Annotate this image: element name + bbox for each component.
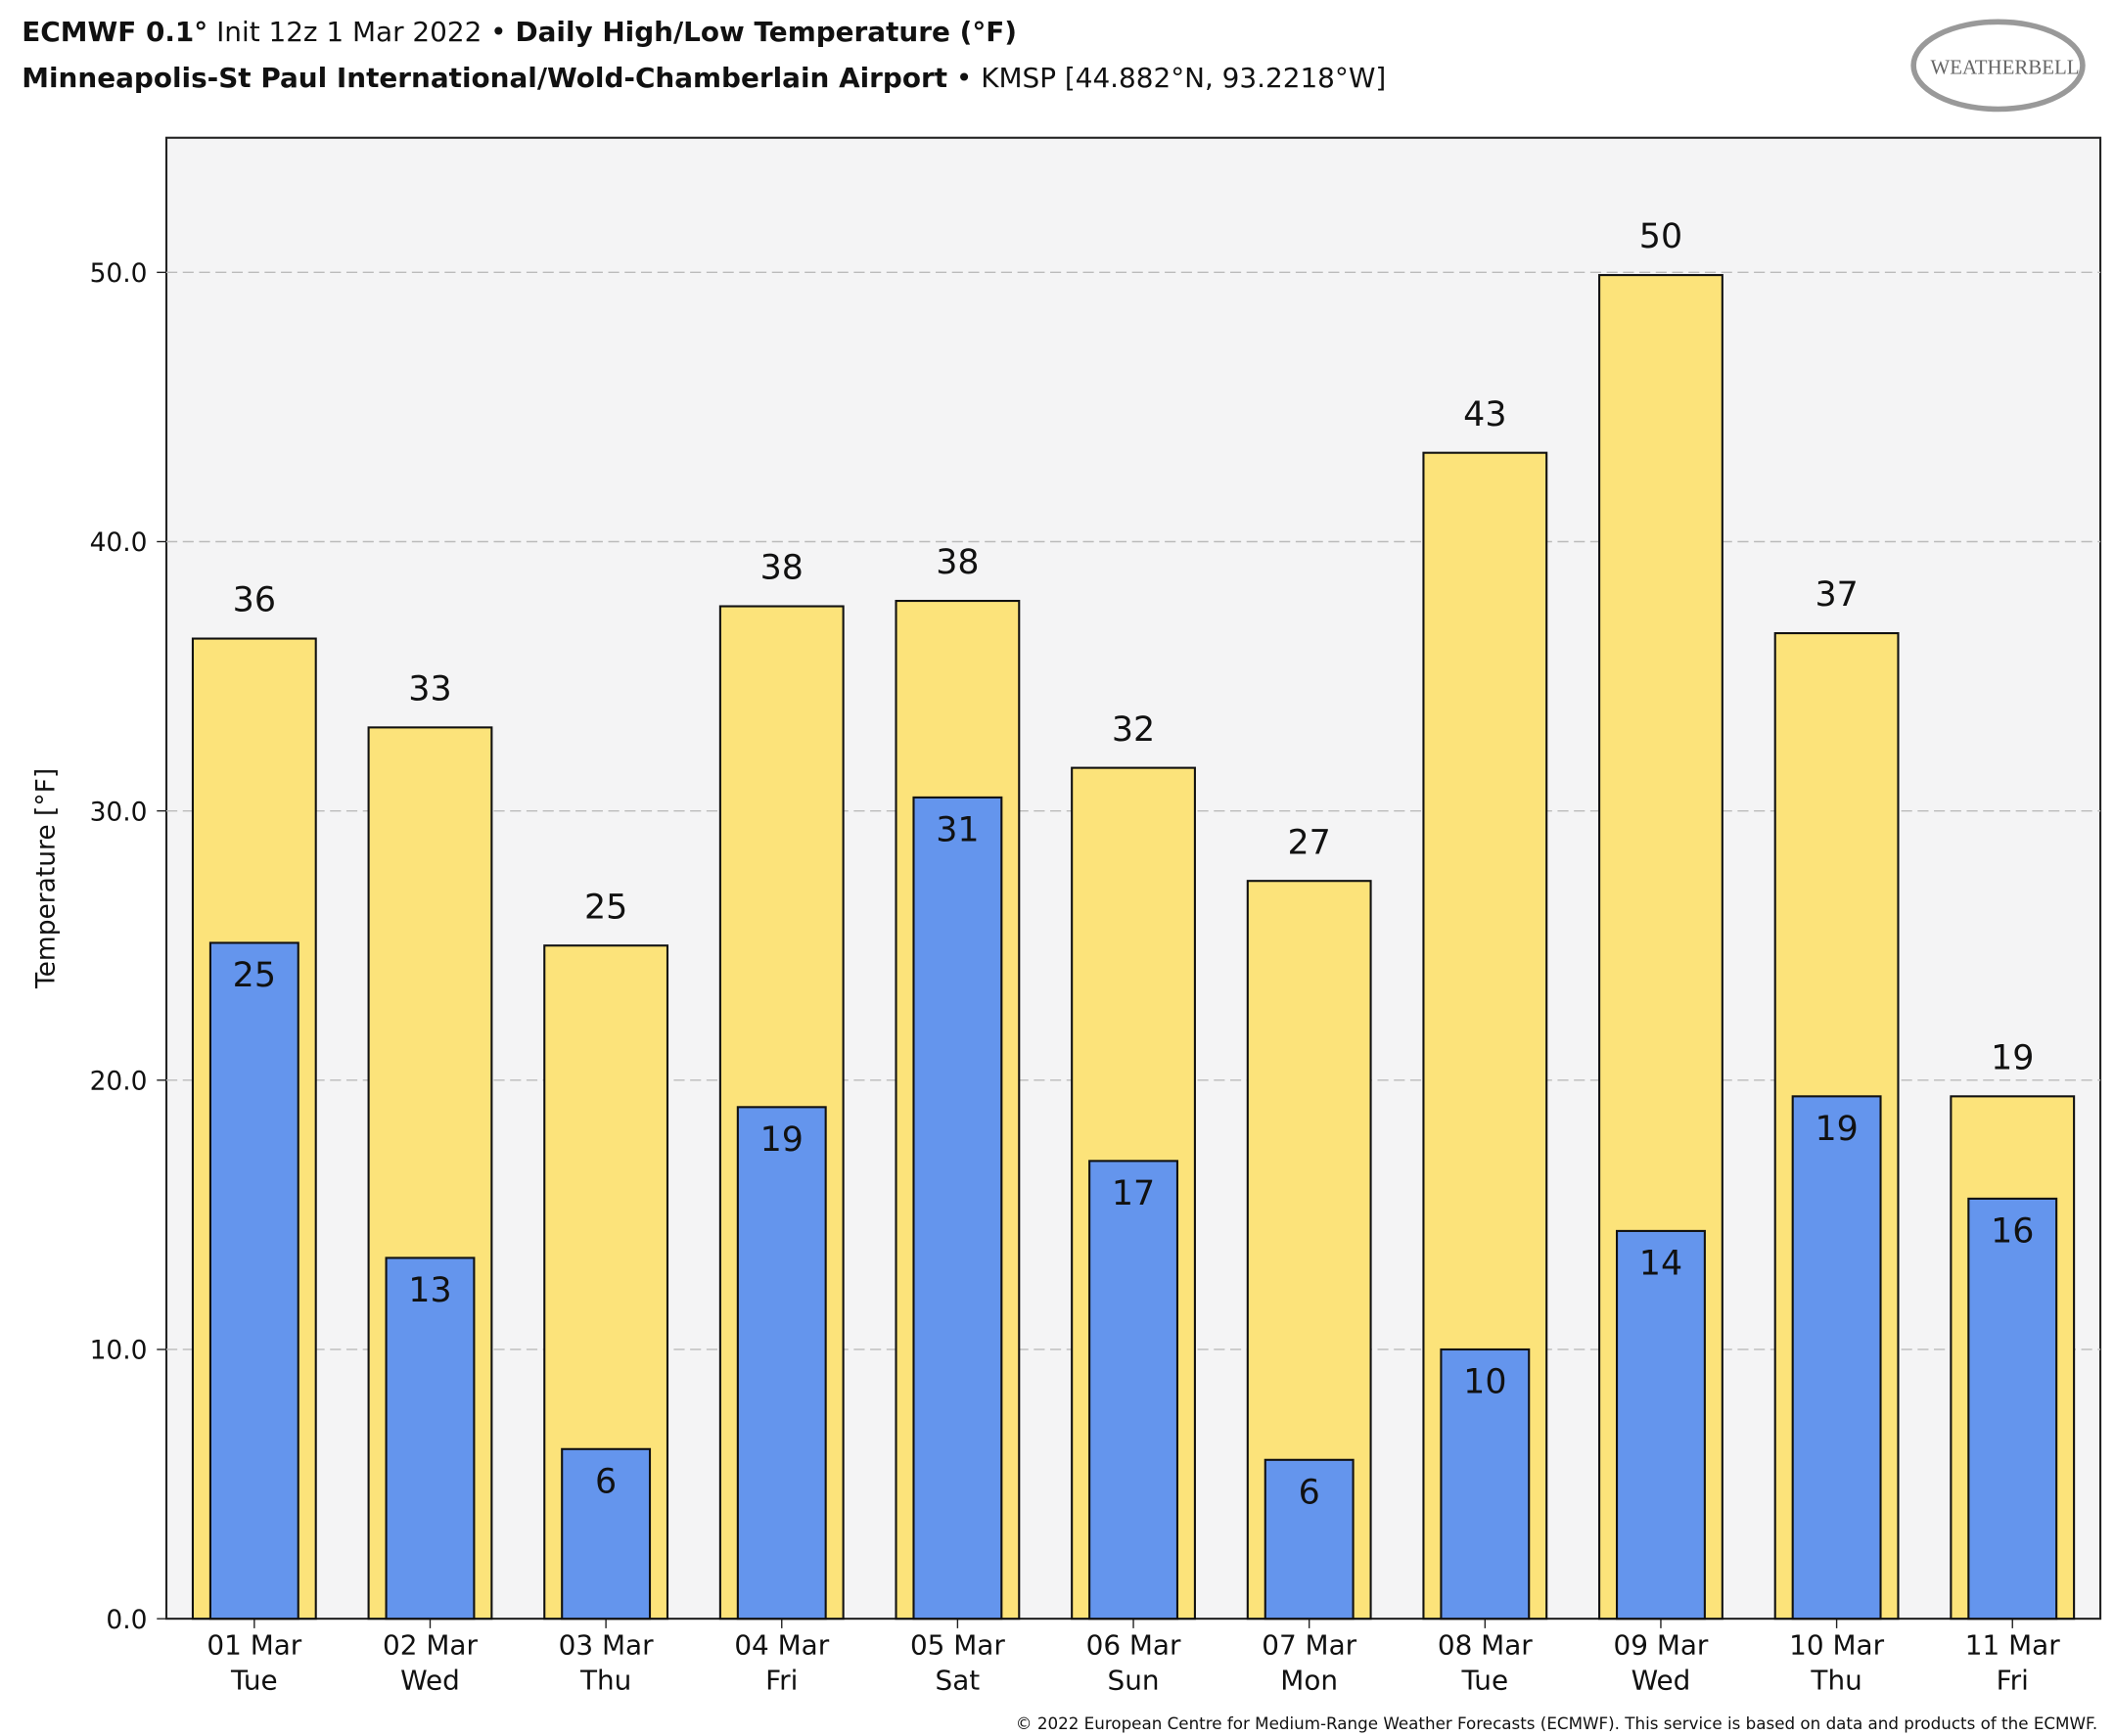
value-label: 31 — [936, 810, 979, 849]
value-label: 38 — [760, 549, 804, 588]
bar — [1440, 1348, 1531, 1621]
bar — [1264, 1458, 1355, 1621]
bar — [385, 1256, 476, 1621]
value-label: 13 — [408, 1271, 451, 1310]
x-tick-label: 07 Mar — [1262, 1628, 1356, 1661]
value-label: 27 — [1288, 823, 1331, 862]
y-tick-label: 20.0 — [90, 1067, 148, 1097]
value-label: 10 — [1463, 1363, 1506, 1402]
value-label: 19 — [1815, 1110, 1858, 1149]
x-tick-label: Sun — [1108, 1665, 1160, 1697]
value-label: 17 — [1112, 1174, 1155, 1213]
bar — [1791, 1095, 1882, 1621]
x-tick-label: 11 Mar — [1965, 1628, 2060, 1661]
x-tick-label: Wed — [1631, 1665, 1691, 1697]
bar — [1088, 1160, 1178, 1621]
x-tick-label: 06 Mar — [1086, 1628, 1181, 1661]
x-tick-label: 08 Mar — [1438, 1628, 1533, 1661]
x-tick-label: 05 Mar — [910, 1628, 1005, 1661]
value-label: 37 — [1815, 575, 1858, 615]
logo: WEATHERBELL — [1931, 55, 2080, 78]
x-tick-label: Tue — [1461, 1665, 1509, 1697]
x-tick-label: 10 Mar — [1789, 1628, 1884, 1661]
value-label: 6 — [1299, 1473, 1320, 1512]
subtitle-part: • KMSP [44.882°N, 93.2218°W] — [947, 62, 1386, 94]
logo-swirl — [1910, 19, 2086, 113]
title-part: Init 12z 1 Mar 2022 • — [207, 16, 515, 48]
value-label: 19 — [760, 1120, 804, 1160]
x-tick-label: 02 Mar — [383, 1628, 478, 1661]
x-tick-label: 01 Mar — [207, 1628, 301, 1661]
title-part: ECMWF 0.1° — [22, 16, 207, 48]
value-label: 50 — [1639, 217, 1682, 256]
x-tick-label: Thu — [579, 1665, 631, 1697]
value-label: 33 — [408, 669, 451, 708]
bar — [736, 1106, 827, 1621]
y-axis-label: Temperature [°F] — [31, 768, 62, 989]
value-label: 36 — [233, 581, 276, 620]
x-tick-label: Tue — [230, 1665, 278, 1697]
bar — [1616, 1229, 1706, 1621]
value-label: 14 — [1639, 1245, 1682, 1284]
title-part: Daily High/Low Temperature (°F) — [515, 16, 1017, 48]
x-tick-label: 09 Mar — [1614, 1628, 1709, 1661]
value-label: 19 — [1991, 1038, 2034, 1077]
bar — [561, 1447, 652, 1621]
y-tick-label: 50.0 — [90, 258, 148, 289]
bar — [208, 941, 299, 1621]
y-tick-label: 40.0 — [90, 527, 148, 558]
value-label: 16 — [1991, 1211, 2034, 1251]
subtitle-part: Minneapolis-St Paul International/Wold-C… — [22, 62, 947, 94]
x-tick-label: Thu — [1810, 1665, 1861, 1697]
bar — [1967, 1197, 2058, 1621]
value-label: 25 — [584, 888, 627, 927]
x-tick-label: Fri — [1997, 1665, 2029, 1697]
value-label: 25 — [233, 956, 276, 995]
y-tick-label: 10.0 — [90, 1336, 148, 1366]
value-label: 32 — [1112, 710, 1155, 750]
chart-subtitle: Minneapolis-St Paul International/Wold-C… — [22, 62, 1386, 94]
x-tick-label: Wed — [400, 1665, 460, 1697]
bar — [912, 796, 1003, 1621]
y-tick-label: 30.0 — [90, 797, 148, 827]
value-label: 6 — [595, 1462, 617, 1501]
x-tick-label: 04 Mar — [734, 1628, 829, 1661]
x-tick-label: Fri — [765, 1665, 798, 1697]
footer: © 2022 European Centre for Medium-Range … — [1016, 1713, 2097, 1733]
chart-title: ECMWF 0.1° Init 12z 1 Mar 2022 • Daily H… — [22, 16, 1017, 48]
value-label: 43 — [1463, 395, 1506, 434]
x-tick-label: Sat — [936, 1665, 981, 1697]
x-tick-label: Mon — [1280, 1665, 1338, 1697]
y-tick-label: 0.0 — [106, 1605, 147, 1635]
x-tick-label: 03 Mar — [559, 1628, 654, 1661]
value-label: 38 — [936, 543, 979, 582]
